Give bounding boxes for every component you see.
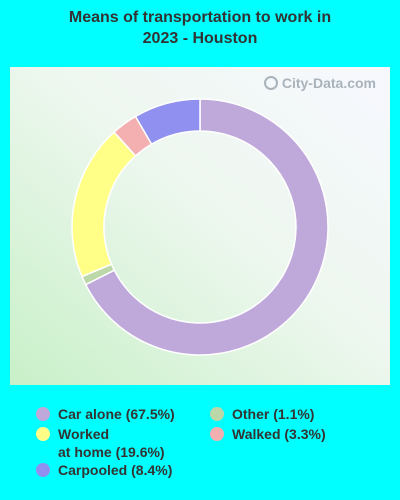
slice-carpooled xyxy=(134,98,201,146)
slice-worked-at-home xyxy=(71,131,137,278)
chart-title: Means of transportation to work in 2023 … xyxy=(0,7,400,49)
slice-car-alone xyxy=(84,98,329,356)
magnifier-icon xyxy=(263,76,278,90)
watermark-text: City-Data.com xyxy=(281,75,376,91)
watermark: City-Data.com xyxy=(263,75,376,91)
chart-title-line-1: Means of transportation to work in xyxy=(68,9,332,26)
chart-title-line-2: 2023 - Houston xyxy=(142,30,258,47)
